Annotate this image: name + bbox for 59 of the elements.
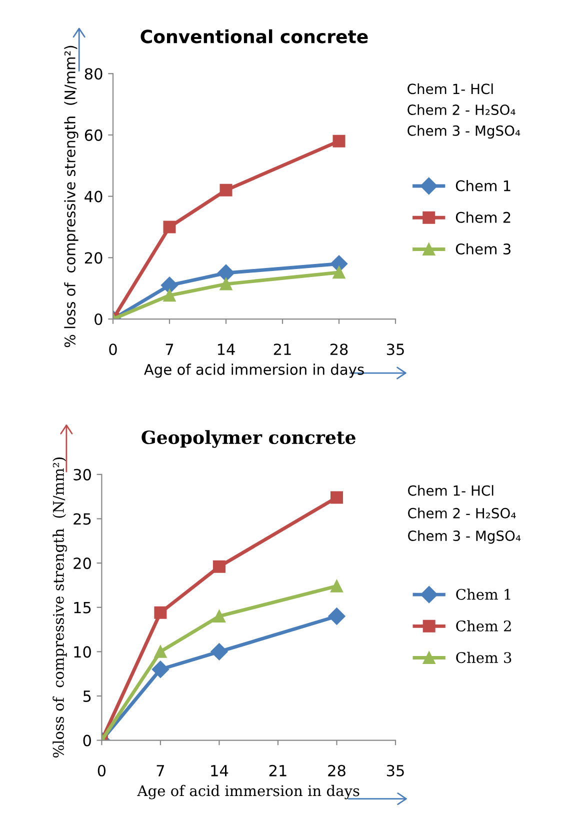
x-tick-label: 28 — [330, 344, 348, 356]
chart-title: Geopolymer concrete — [142, 430, 356, 448]
point — [154, 645, 167, 658]
legend-label: Chem 3 — [456, 243, 510, 255]
legend-label: Chem 1 — [456, 180, 510, 192]
point — [330, 491, 343, 504]
legend-label: Chem 2 — [456, 620, 511, 632]
y-tick-label: 40 — [84, 190, 102, 202]
point — [220, 278, 232, 290]
point — [217, 264, 235, 282]
y-tick-label: 15 — [74, 602, 91, 614]
point — [212, 560, 226, 573]
point — [332, 134, 346, 148]
x-tick-label: 14 — [211, 765, 228, 776]
y-tick-label: 30 — [74, 468, 91, 480]
x-axis-title: Age of acid immersion in days — [144, 364, 364, 378]
legend-label: Chem 3 — [456, 652, 512, 664]
legend-label: Chem 2 — [456, 212, 510, 223]
point — [332, 266, 346, 279]
y-axis-title: % loss of compressive strength (N/mm²) — [64, 46, 78, 348]
point — [163, 289, 176, 302]
point — [210, 643, 228, 660]
y-tick-label: 80 — [84, 68, 102, 80]
x-tick-label: 14 — [218, 344, 235, 355]
point — [330, 255, 348, 272]
point — [328, 608, 346, 625]
point — [152, 660, 170, 678]
y-tick-label: 5 — [83, 690, 91, 702]
x-tick-label: 35 — [386, 764, 404, 776]
x-tick-label: 7 — [166, 344, 174, 355]
point — [330, 580, 343, 592]
y-tick-label: 20 — [84, 252, 102, 264]
x-tick-label: 0 — [109, 344, 117, 356]
y-axis-title: %loss of compressive strength (N/mm²) — [52, 458, 67, 758]
chart-title: Conventional concrete — [140, 29, 368, 44]
point — [212, 610, 226, 622]
text: Chem 1- HCl — [408, 485, 494, 496]
text: Chem 3 - MgSO₄ — [408, 125, 520, 139]
y-tick-label: 10 — [74, 646, 91, 658]
y-tick-label: 20 — [74, 558, 91, 570]
point — [220, 184, 232, 196]
y-tick-label: 60 — [84, 129, 102, 141]
y-tick-label: 25 — [74, 513, 91, 525]
x-tick-label: 35 — [386, 344, 404, 356]
x-tick-label: 21 — [274, 344, 291, 355]
x-axis-title: Age of acid immersion in days — [137, 784, 360, 800]
text: Chem 1- HCl — [408, 83, 493, 94]
point — [154, 606, 167, 619]
text: Chem 3 - MgSO₄ — [408, 530, 521, 544]
point — [163, 220, 176, 234]
text: Chem 2 - H₂SO₄ — [408, 508, 516, 518]
legend-label: Chem 1 — [456, 588, 510, 600]
text: Chem 2 - H₂SO₄ — [408, 104, 516, 116]
y-tick-label: 0 — [94, 313, 102, 326]
point — [160, 276, 178, 294]
x-tick-label: 7 — [156, 765, 164, 776]
x-tick-label: 28 — [328, 764, 346, 776]
x-tick-label: 21 — [269, 764, 286, 776]
y-tick-label: 0 — [83, 734, 91, 746]
